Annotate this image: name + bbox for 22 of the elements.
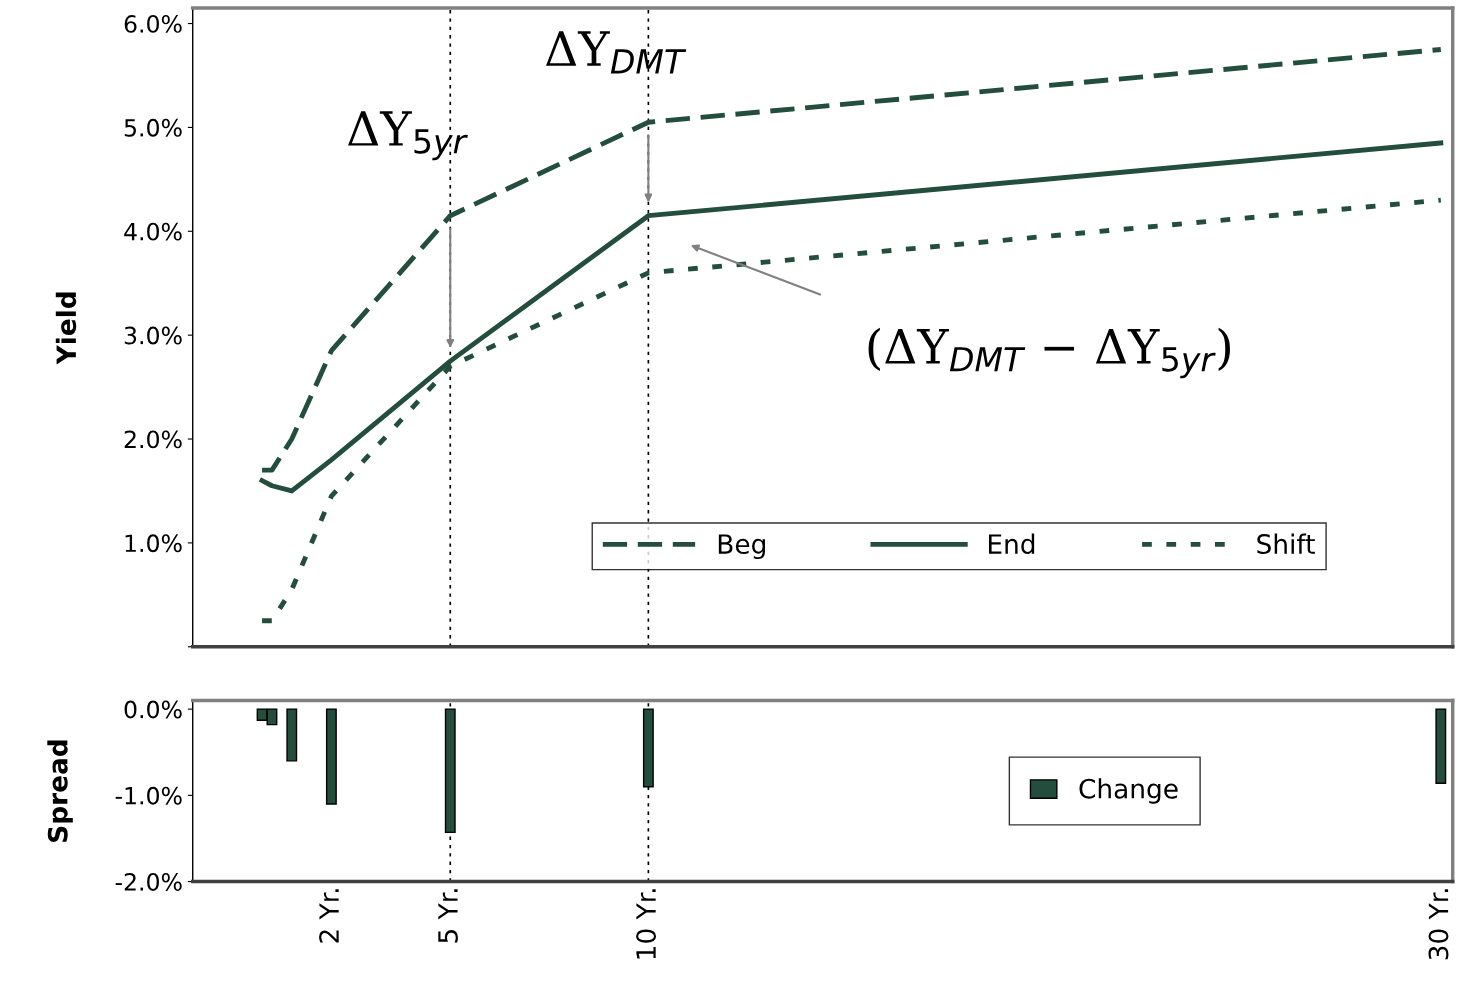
x-tick-label: 2 Yr. [319, 889, 339, 943]
annotation: ΔY$_{5yr}$ [348, 111, 468, 161]
y-tick-label: 2.0% [124, 430, 182, 449]
y-tick-label: 4.0% [124, 222, 182, 241]
y-axis-title: Yield [55, 292, 77, 365]
legend-label: Change [1079, 778, 1178, 804]
x-tick-label: 5 Yr. [438, 889, 458, 943]
legend-label: Beg [718, 534, 765, 560]
y-tick-label: 0.0% [124, 700, 182, 719]
y-tick-label: -1.0% [115, 786, 182, 805]
legend-label: End [988, 533, 1035, 555]
annotation: (ΔY$_{DMT}$ − ΔY$_{5yr}$) [868, 327, 1230, 379]
y-tick-label: 3.0% [124, 326, 182, 345]
y-tick-label: 1.0% [125, 534, 182, 553]
y-tick-label: 6.0% [124, 14, 182, 33]
x-tick-label: 30 Yr. [1428, 889, 1449, 960]
x-tick-label: 10 Yr. [636, 889, 657, 959]
legend-label: Shift [1257, 533, 1315, 555]
annotation: ΔY$_{DMT}$ [546, 31, 687, 74]
y-tick-label: 5.0% [124, 118, 182, 137]
y-tick-label: -2.0% [115, 873, 182, 891]
y-axis-title: Spread [47, 740, 73, 842]
